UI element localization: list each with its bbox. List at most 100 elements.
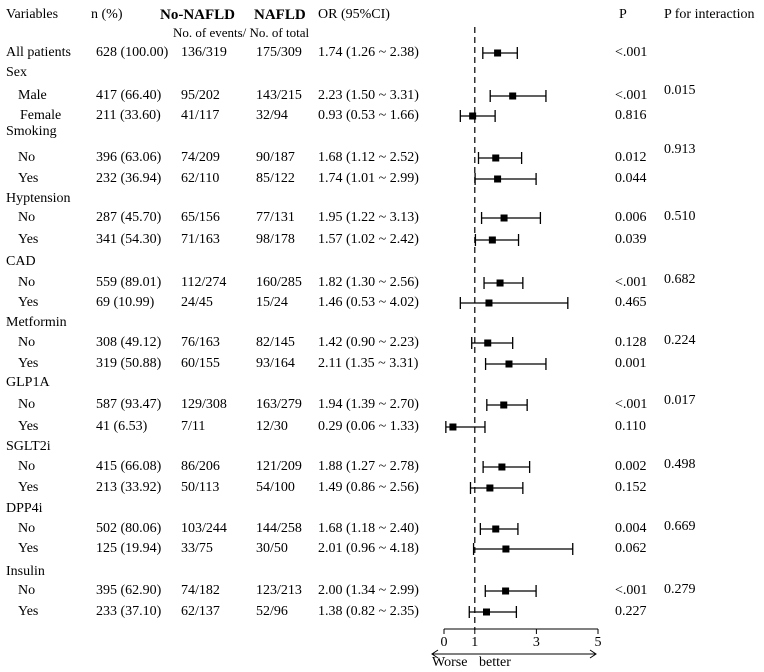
p-interaction-value: 0.510 bbox=[664, 209, 696, 224]
row-label: All patients bbox=[6, 45, 71, 60]
cell-n: 125 (19.94) bbox=[96, 541, 162, 556]
cell-nafld: 52/96 bbox=[256, 604, 288, 619]
x-tick-label: 1 bbox=[471, 635, 478, 650]
cell-no-nafld: 136/319 bbox=[181, 45, 227, 60]
cell-or-ci: 1.74 (1.26 ~ 2.38) bbox=[318, 45, 419, 60]
cell-or-ci: 2.11 (1.35 ~ 3.31) bbox=[318, 356, 419, 371]
row-label: Female bbox=[20, 108, 62, 123]
point-estimate bbox=[488, 236, 496, 244]
cell-or-ci: 1.68 (1.12 ~ 2.52) bbox=[318, 150, 419, 165]
p-interaction-value: 0.015 bbox=[664, 83, 696, 98]
point-estimate bbox=[509, 92, 517, 100]
cell-or-ci: 1.94 (1.39 ~ 2.70) bbox=[318, 397, 419, 412]
cell-n: 395 (62.90) bbox=[96, 583, 162, 598]
cell-nafld: 54/100 bbox=[256, 480, 295, 495]
axis-label-better: better bbox=[479, 655, 511, 670]
row-label: No bbox=[18, 335, 36, 350]
cell-nafld: 98/178 bbox=[256, 232, 295, 247]
cell-no-nafld: 74/182 bbox=[181, 583, 220, 598]
row-label: Yes bbox=[18, 419, 39, 434]
row-label: No bbox=[18, 150, 36, 165]
cell-or-ci: 1.49 (0.86 ~ 2.56) bbox=[318, 480, 419, 495]
cell-no-nafld: 71/163 bbox=[181, 232, 220, 247]
point-estimate bbox=[449, 423, 457, 431]
header-or-ci: OR (95%CI) bbox=[318, 7, 390, 22]
cell-no-nafld: 7/11 bbox=[181, 419, 206, 434]
row-label: No bbox=[18, 210, 36, 225]
cell-n: 287 (45.70) bbox=[96, 210, 162, 225]
row-label: Yes bbox=[18, 541, 39, 556]
cell-or-ci: 1.74 (1.01 ~ 2.99) bbox=[318, 171, 419, 186]
cell-no-nafld: 76/163 bbox=[181, 335, 220, 350]
cell-n: 587 (93.47) bbox=[96, 397, 162, 412]
arrow-head-right bbox=[589, 649, 597, 659]
cell-or-ci: 0.29 (0.06 ~ 1.33) bbox=[318, 419, 419, 434]
cell-or-ci: 0.93 (0.53 ~ 1.66) bbox=[318, 108, 419, 123]
cell-p: 0.062 bbox=[615, 541, 647, 556]
point-estimate bbox=[500, 214, 508, 222]
cell-nafld: 82/145 bbox=[256, 335, 295, 350]
cell-p: 0.816 bbox=[615, 108, 647, 123]
group-label: DPP4i bbox=[6, 501, 43, 516]
cell-or-ci: 1.82 (1.30 ~ 2.56) bbox=[318, 275, 419, 290]
row-label: Yes bbox=[18, 356, 39, 371]
point-estimate bbox=[484, 339, 492, 347]
header-events-note: No. of events/ No. of total bbox=[173, 25, 310, 40]
cell-or-ci: 1.68 (1.18 ~ 2.40) bbox=[318, 521, 419, 536]
cell-n: 417 (66.40) bbox=[96, 88, 162, 103]
cell-p: 0.004 bbox=[615, 521, 647, 536]
cell-n: 415 (66.08) bbox=[96, 459, 162, 474]
cell-no-nafld: 60/155 bbox=[181, 356, 220, 371]
cell-no-nafld: 74/209 bbox=[181, 150, 220, 165]
x-tick-label: 3 bbox=[533, 635, 540, 650]
point-estimate bbox=[502, 587, 510, 595]
point-estimate bbox=[505, 360, 513, 368]
cell-n: 211 (33.60) bbox=[96, 108, 161, 123]
cell-or-ci: 1.38 (0.82 ~ 2.35) bbox=[318, 604, 419, 619]
group-label: Hyptension bbox=[6, 191, 71, 206]
cell-or-ci: 1.88 (1.27 ~ 2.78) bbox=[318, 459, 419, 474]
cell-p: 0.227 bbox=[615, 604, 647, 619]
cell-no-nafld: 33/75 bbox=[181, 541, 213, 556]
cell-n: 396 (63.06) bbox=[96, 150, 162, 165]
cell-n: 341 (54.30) bbox=[96, 232, 162, 247]
point-estimate bbox=[492, 154, 500, 162]
cell-nafld: 15/24 bbox=[256, 295, 288, 310]
cell-n: 319 (50.88) bbox=[96, 356, 162, 371]
group-label: GLP1A bbox=[6, 375, 50, 390]
point-estimate bbox=[494, 175, 502, 183]
group-label: Sex bbox=[6, 65, 27, 80]
cell-no-nafld: 112/274 bbox=[181, 275, 227, 290]
p-interaction-value: 0.669 bbox=[664, 519, 696, 534]
cell-n: 502 (80.06) bbox=[96, 521, 162, 536]
header-p: P bbox=[619, 7, 627, 22]
cell-nafld: 30/50 bbox=[256, 541, 288, 556]
group-label: SGLT2i bbox=[6, 439, 51, 454]
group-label: Smoking bbox=[6, 124, 57, 139]
p-interaction-value: 0.913 bbox=[664, 142, 696, 157]
group-label: Metformin bbox=[6, 315, 67, 330]
cell-nafld: 77/131 bbox=[256, 210, 295, 225]
cell-no-nafld: 129/308 bbox=[181, 397, 227, 412]
cell-nafld: 32/94 bbox=[256, 108, 288, 123]
cell-p: 0.110 bbox=[615, 419, 646, 434]
axis-label-worse: Worse bbox=[432, 655, 468, 670]
cell-no-nafld: 62/137 bbox=[181, 604, 220, 619]
header-no-nafld: No-NAFLD bbox=[160, 7, 235, 23]
p-interaction-value: 0.498 bbox=[664, 457, 696, 472]
cell-nafld: 175/309 bbox=[256, 45, 302, 60]
cell-p: 0.152 bbox=[615, 480, 647, 495]
group-label: CAD bbox=[6, 254, 36, 269]
cell-nafld: 93/164 bbox=[256, 356, 295, 371]
cell-p: 0.465 bbox=[615, 295, 647, 310]
point-estimate bbox=[498, 463, 506, 471]
cell-nafld: 123/213 bbox=[256, 583, 302, 598]
cell-p: 0.128 bbox=[615, 335, 647, 350]
point-estimate bbox=[492, 525, 500, 533]
header-n-percent: n (%) bbox=[91, 7, 123, 22]
row-label: No bbox=[18, 275, 36, 290]
cell-nafld: 143/215 bbox=[256, 88, 302, 103]
cell-no-nafld: 65/156 bbox=[181, 210, 220, 225]
